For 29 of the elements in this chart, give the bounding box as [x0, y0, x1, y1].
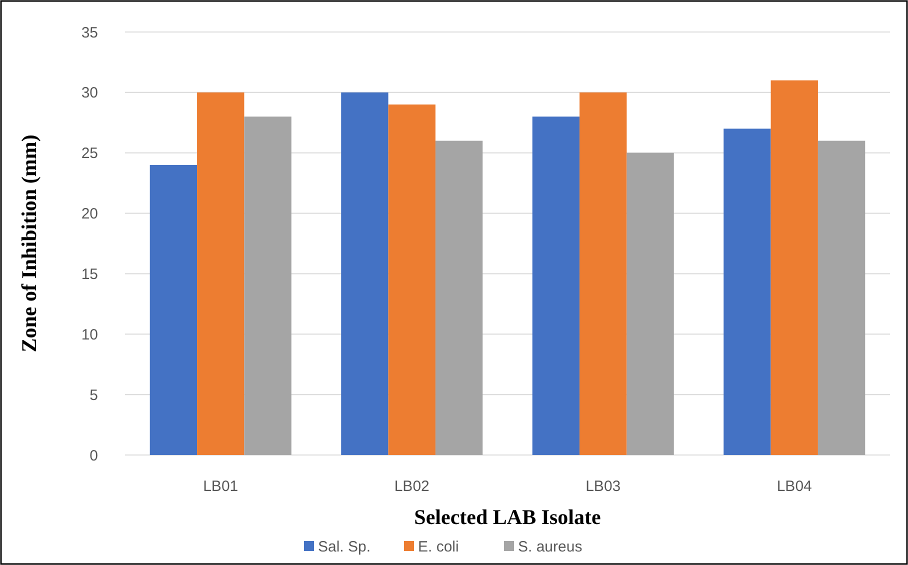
y-tick-label: 10	[81, 326, 98, 344]
y-tick-label: 0	[90, 447, 98, 464]
bar	[150, 164, 198, 455]
y-tick-label: 35	[81, 24, 98, 42]
y-tick-label: 30	[81, 84, 98, 102]
bar	[341, 92, 388, 455]
bar	[388, 104, 436, 455]
bar	[580, 92, 627, 455]
x-tick-label: LB02	[394, 478, 430, 495]
bar	[724, 128, 771, 455]
bar	[532, 116, 580, 455]
bar	[818, 140, 866, 455]
bar	[435, 140, 483, 455]
y-tick-label: 25	[81, 145, 98, 162]
legend-label: Sal. Sp.	[318, 538, 371, 556]
bar	[197, 92, 244, 455]
bar	[244, 116, 292, 455]
y-tick-label: 15	[81, 266, 98, 283]
y-axis-title: Zone of Inhibition (mm)	[17, 134, 41, 352]
x-tick-label: LB01	[203, 478, 238, 495]
legend-label: S. aureus	[518, 538, 582, 556]
bar	[770, 80, 818, 455]
x-axis-title: Selected LAB Isolate	[414, 505, 601, 529]
y-tick-label: 20	[81, 206, 98, 223]
legend-label: E. coli	[418, 538, 459, 556]
bar	[626, 152, 674, 455]
x-tick-label: LB03	[586, 478, 621, 495]
x-tick-label: LB04	[776, 478, 812, 495]
y-tick-label: 5	[90, 386, 98, 404]
